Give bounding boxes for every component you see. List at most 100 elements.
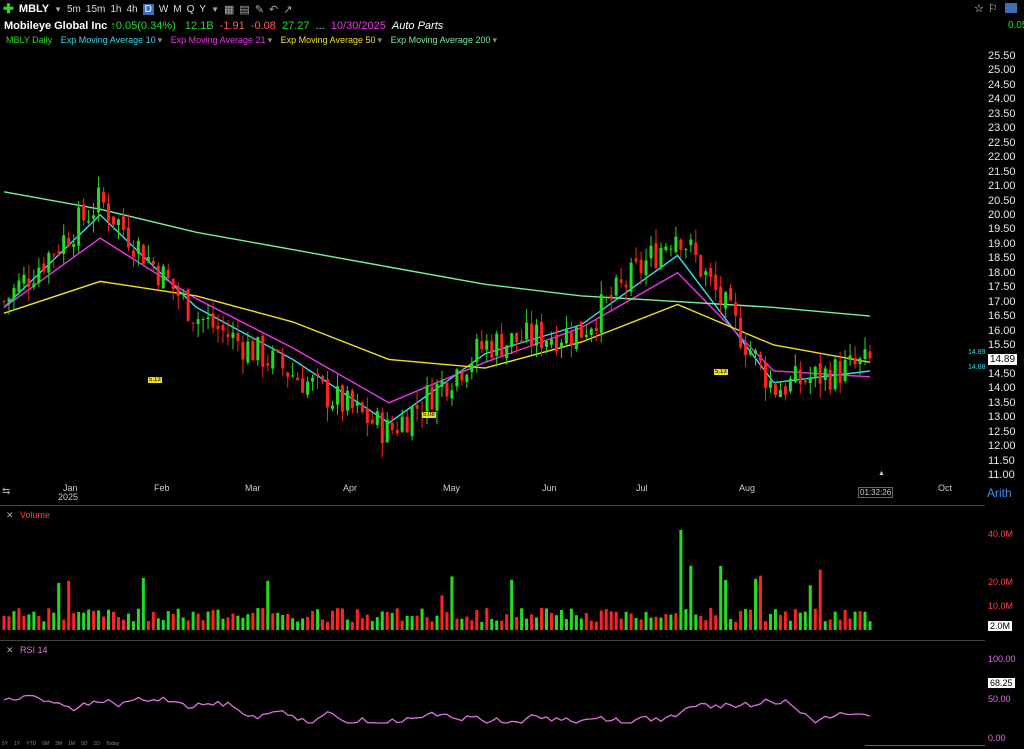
undo-icon[interactable]: ↶ [269,3,279,16]
candlestick [111,216,115,230]
price-axis-label: 13.50 [988,396,1016,409]
volume-bar [350,621,354,630]
range-button[interactable]: 1Y [14,741,21,747]
legend-ema200[interactable]: Exp Moving Average 200 [390,35,491,45]
time-axis-label: Jun [542,483,557,493]
candlestick [858,356,862,376]
scroll-icon[interactable]: ⇆ [2,486,11,497]
chevron-down-icon[interactable]: ▾ [377,35,383,45]
time-axis[interactable]: Jan Feb Mar Apr May Jun Jul Aug Oct [0,480,985,502]
volume-axis-label: 40.0M [988,529,1014,539]
candlestick [868,344,872,361]
price-axis[interactable]: 25.50 25.00 24.50 24.00 23.50 23.00 22.50 22.00… [985,50,1024,490]
volume-bar [564,618,568,630]
volume-bar [808,585,812,630]
price-axis-label: 16.50 [988,310,1016,323]
rsi-line [3,694,871,724]
timeframe-m[interactable]: M [173,3,182,15]
rsi-chart[interactable] [0,650,985,740]
volume-bar [77,611,81,630]
volume-bar [261,608,265,630]
volume-bar [530,614,534,630]
timeframe-4h[interactable]: 4h [126,3,138,15]
candlestick [828,361,832,395]
volume-title[interactable]: Volume [20,510,51,520]
volume-bar [574,615,578,630]
share-icon[interactable]: ↗ [283,3,293,16]
chevron-down-icon[interactable]: ▼ [211,4,219,14]
candlestick [803,377,807,386]
candlestick [52,253,56,268]
chevron-down-icon[interactable]: ▼ [54,4,62,14]
candlestick [335,374,339,415]
rsi-last-box: 68.25 [988,678,1015,688]
flag-icon[interactable]: ⚐ [988,3,998,15]
candlestick [609,286,613,311]
volume-bar [181,617,185,630]
candlestick [395,421,399,437]
range-button[interactable]: 1M [68,741,76,747]
candlestick [793,354,797,384]
volume-bar [505,614,509,630]
legend-chart[interactable]: MBLY Daily [6,35,53,45]
range-button[interactable]: Today [105,741,120,747]
candlestick [554,326,558,356]
candlestick [17,273,21,296]
range-button[interactable]: 1D [93,741,100,747]
ellipsis[interactable]: ... [315,20,325,32]
candlestick [131,240,135,267]
scale-toggle[interactable]: Arith [987,486,1012,500]
draw-icon[interactable]: ✎ [254,3,265,16]
volume-bar [136,608,140,630]
chevron-down-icon[interactable]: ▾ [267,35,273,45]
volume-bar [360,618,364,630]
volume-chart[interactable] [0,515,985,635]
chevron-down-icon[interactable]: ▾ [157,35,163,45]
close-pane-icon[interactable]: ✕ [6,510,14,520]
timeframe-15m[interactable]: 15m [85,3,106,15]
candlestick [739,306,743,350]
candlestick [291,362,295,378]
candlestick [679,238,683,259]
close-pane-icon[interactable]: ✕ [6,645,14,655]
chart-type-icon[interactable]: ▦ [224,3,235,16]
volume-bar [535,617,539,630]
volume-bar [405,615,409,630]
volume-bar [201,620,205,630]
legend-ema50[interactable]: Exp Moving Average 50 [280,35,376,45]
timeframe-q[interactable]: Q [186,3,195,15]
industry[interactable]: Auto Parts [391,20,444,32]
timeframe-5m[interactable]: 5m [66,3,81,15]
range-button[interactable]: 5D [81,741,88,747]
price-chart[interactable] [0,50,985,500]
legend-ema21[interactable]: Exp Moving Average 21 [170,35,266,45]
volume-bar [87,609,91,630]
range-button[interactable]: YTD [26,741,37,747]
volume-bar [375,617,379,630]
candlestick [410,405,414,441]
candlestick [281,347,285,376]
chevron-down-icon[interactable]: ▾ [492,35,497,45]
symbol-label[interactable]: MBLY [18,3,50,15]
timeframe-w[interactable]: W [158,3,169,15]
add-symbol-icon[interactable]: ✚ [3,1,14,16]
star-icon[interactable]: ☆ [974,3,984,15]
candlestick [589,327,593,343]
top-toolbar: ✚ MBLY ▼ 5m 15m 1h 4h D W M Q Y ▼ ▦ ▤ ✎ … [0,0,1024,18]
legend-ema10[interactable]: Exp Moving Average 10 [60,35,156,45]
range-button[interactable]: 6M [42,741,50,747]
range-bar: 5Y 1Y YTD 6M 3M 1M 5D 1D Today [2,741,125,749]
candlestick [599,281,603,343]
timeframe-y[interactable]: Y [199,3,207,15]
alert-icon[interactable] [1005,3,1017,13]
timeframe-d[interactable]: D [142,3,154,15]
volume-bar [191,611,195,630]
range-button[interactable]: 5Y [2,741,9,747]
range-button[interactable]: 3M [55,741,63,747]
compare-icon[interactable]: ▤ [239,3,250,16]
volume-bar [111,611,115,630]
candlestick [211,300,215,334]
timeframe-1h[interactable]: 1h [110,3,122,15]
rsi-title[interactable]: RSI 14 [20,645,48,655]
price-axis-label: 14.50 [988,367,1016,380]
